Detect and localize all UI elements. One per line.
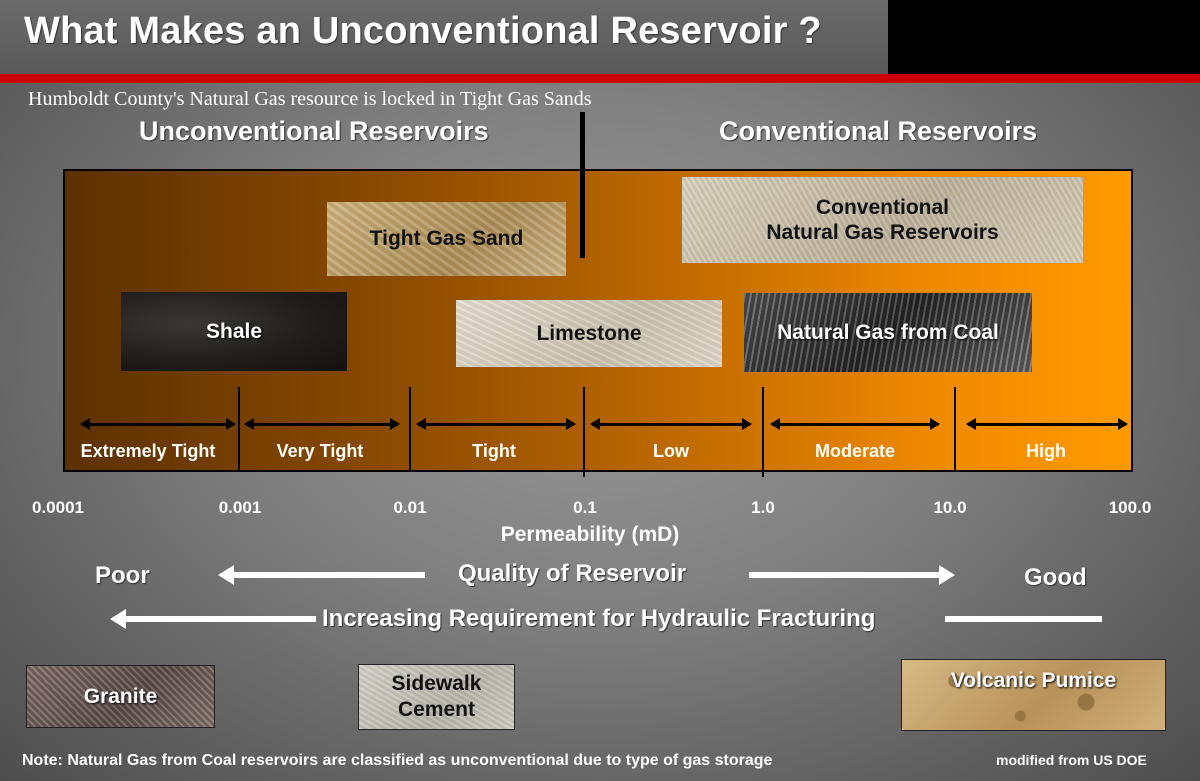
coal-sample: Natural Gas from Coal bbox=[744, 293, 1032, 372]
quality-good: Good bbox=[1024, 564, 1087, 591]
volcanic-pumice-sample: Volcanic Pumice bbox=[901, 659, 1166, 731]
quality-right-arrow bbox=[749, 565, 955, 585]
arrow-very-tight bbox=[244, 418, 400, 430]
arrow-tight bbox=[416, 418, 576, 430]
fracturing-arrow-tail bbox=[945, 616, 1102, 622]
limestone-sample: Limestone bbox=[456, 300, 722, 367]
shale-sample: Shale bbox=[121, 292, 347, 371]
tight-gas-sand-sample: Tight Gas Sand bbox=[327, 202, 566, 276]
conventional-label-line2: Natural Gas Reservoirs bbox=[766, 221, 999, 244]
conventional-reservoir-sample: Conventional Natural Gas Reservoirs bbox=[682, 177, 1083, 263]
class-moderate: Moderate bbox=[814, 441, 896, 461]
title-bar-black-block bbox=[888, 0, 1200, 74]
title-bar bbox=[0, 0, 888, 74]
separator-0.1 bbox=[583, 387, 585, 477]
reservoir-divider bbox=[580, 112, 585, 258]
cement-label-line1: Sidewalk bbox=[391, 671, 482, 695]
arrow-extremely-tight bbox=[80, 418, 236, 430]
fracturing-label: Increasing Requirement for Hydraulic Fra… bbox=[322, 605, 876, 632]
conventional-header: Conventional Reservoirs bbox=[719, 116, 1038, 146]
tick-0.001: 0.001 bbox=[218, 498, 262, 517]
class-tight: Tight bbox=[472, 441, 516, 461]
tick-1.0: 1.0 bbox=[751, 498, 775, 517]
footnote: Note: Natural Gas from Coal reservoirs a… bbox=[22, 752, 773, 769]
coal-label: Natural Gas from Coal bbox=[777, 320, 999, 344]
granite-sample: Granite bbox=[26, 665, 215, 728]
arrow-high bbox=[966, 418, 1128, 430]
class-very-tight: Very Tight bbox=[276, 441, 364, 461]
class-extremely-tight: Extremely Tight bbox=[80, 441, 216, 461]
shale-label: Shale bbox=[205, 319, 263, 343]
separator-1.0 bbox=[762, 387, 764, 477]
class-low: Low bbox=[653, 441, 689, 461]
subtitle: Humboldt County's Natural Gas resource i… bbox=[28, 88, 592, 110]
quality-poor: Poor bbox=[95, 562, 150, 589]
quality-label: Quality of Reservoir bbox=[458, 560, 687, 587]
quality-left-arrow bbox=[218, 565, 425, 585]
limestone-label: Limestone bbox=[536, 321, 642, 345]
sidewalk-cement-sample: Sidewalk Cement bbox=[358, 664, 515, 730]
tick-0.01: 0.01 bbox=[393, 498, 427, 517]
cement-label-line2: Cement bbox=[397, 698, 476, 721]
fracturing-arrow-head bbox=[110, 609, 316, 629]
separator-10.0 bbox=[954, 387, 956, 472]
class-high: High bbox=[1026, 441, 1066, 461]
tight-gas-sand-label: Tight Gas Sand bbox=[369, 227, 524, 251]
tick-100.0: 100.0 bbox=[1108, 498, 1152, 517]
pumice-label: Volcanic Pumice bbox=[950, 669, 1117, 692]
granite-label: Granite bbox=[83, 684, 158, 708]
source-credit: modified from US DOE bbox=[996, 752, 1147, 768]
separator-0.01 bbox=[409, 387, 411, 472]
conventional-label-line1: Conventional bbox=[815, 195, 949, 219]
arrow-low bbox=[590, 418, 752, 430]
tick-0.0001: 0.0001 bbox=[32, 498, 84, 517]
tick-10.0: 10.0 bbox=[933, 498, 967, 517]
unconventional-header: Unconventional Reservoirs bbox=[139, 116, 489, 146]
separator-0.001 bbox=[238, 387, 240, 472]
page-title: What Makes an Unconventional Reservoir ? bbox=[24, 10, 822, 52]
tick-0.1: 0.1 bbox=[573, 498, 597, 517]
arrow-moderate bbox=[770, 418, 940, 430]
title-rule bbox=[0, 74, 1200, 83]
axis-title: Permeability (mD) bbox=[500, 523, 680, 546]
